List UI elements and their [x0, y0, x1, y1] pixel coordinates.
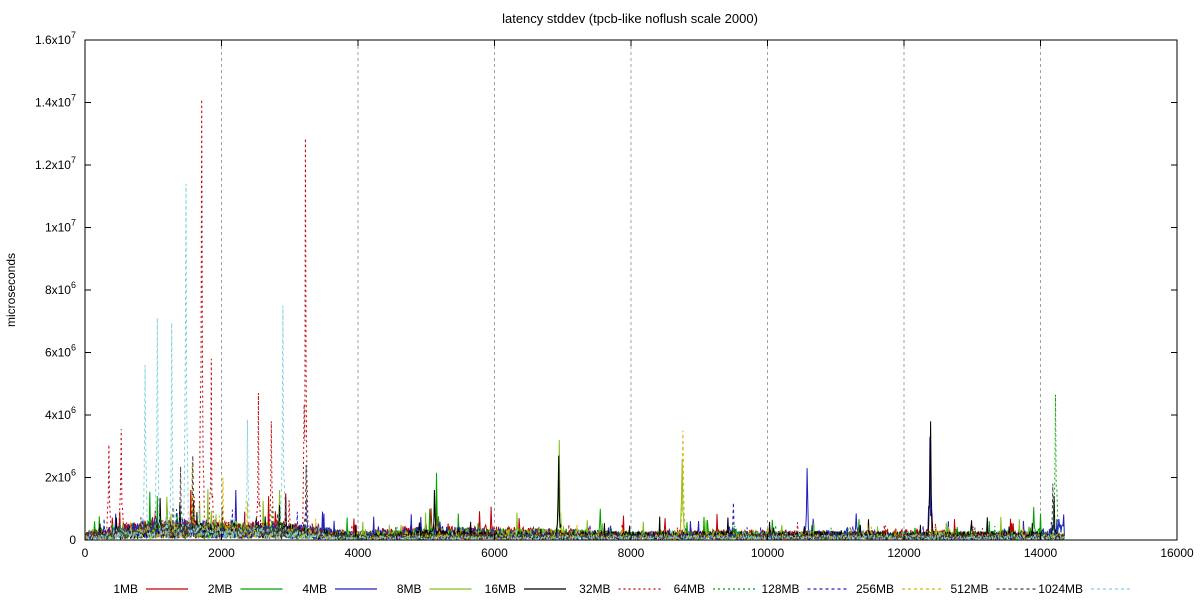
x-tick-label: 0: [82, 546, 89, 560]
x-tick-label: 12000: [887, 546, 921, 560]
series-layer: [84, 99, 1065, 542]
x-tick-label: 4000: [345, 546, 372, 560]
y-axis-label: microseconds: [4, 253, 18, 327]
y-tick-label: 8x106: [45, 280, 76, 297]
grid-lines: [221, 40, 1041, 540]
series-line-1024mb: [84, 183, 1065, 542]
x-tick-label: 16000: [1160, 546, 1194, 560]
x-tick-label: 2000: [208, 546, 235, 560]
series-line-512mb: [84, 455, 1065, 542]
legend: 1MB 2MB 4MB 8MB 16MB 32MB 64MB 128MB 256MB 512MB 1…: [113, 582, 1133, 596]
legend-label-1024mb: 1024MB: [1038, 582, 1083, 596]
y-tick-label: 2x106: [45, 468, 76, 485]
legend-label-1mb: 1MB: [113, 582, 138, 596]
legend-label-8mb: 8MB: [397, 582, 422, 596]
y-tick-label: 1x107: [45, 218, 76, 235]
y-tick-label: 1.6x107: [35, 30, 76, 47]
y-tick-label: 4x106: [45, 405, 76, 422]
series-line-128mb: [84, 499, 1065, 542]
legend-label-512mb: 512MB: [950, 582, 988, 596]
y-tick-label: 1.4x107: [35, 93, 76, 110]
legend-label-64mb: 64MB: [674, 582, 705, 596]
y-tick-label: 1.2x107: [35, 155, 76, 172]
y-tick-label: 0: [69, 533, 76, 547]
legend-label-16mb: 16MB: [485, 582, 516, 596]
y-tick-label: 6x106: [45, 343, 76, 360]
x-tick-label: 14000: [1024, 546, 1058, 560]
legend-label-4mb: 4MB: [302, 582, 327, 596]
x-tick-label: 10000: [751, 546, 785, 560]
series-line-32mb: [84, 99, 1065, 542]
series-line-64mb: [84, 394, 1065, 542]
chart-title: latency stddev (tpcb-like noflush scale …: [502, 11, 758, 26]
legend-label-256mb: 256MB: [856, 582, 894, 596]
x-tick-label: 6000: [481, 546, 508, 560]
legend-label-32mb: 32MB: [579, 582, 610, 596]
legend-label-128mb: 128MB: [761, 582, 799, 596]
x-tick-label: 8000: [618, 546, 645, 560]
axis-ticks: 0 2000 4000 6000 8000 10000 12000 14000 16000 0 2x…: [35, 30, 1194, 560]
legend-label-2mb: 2MB: [208, 582, 233, 596]
